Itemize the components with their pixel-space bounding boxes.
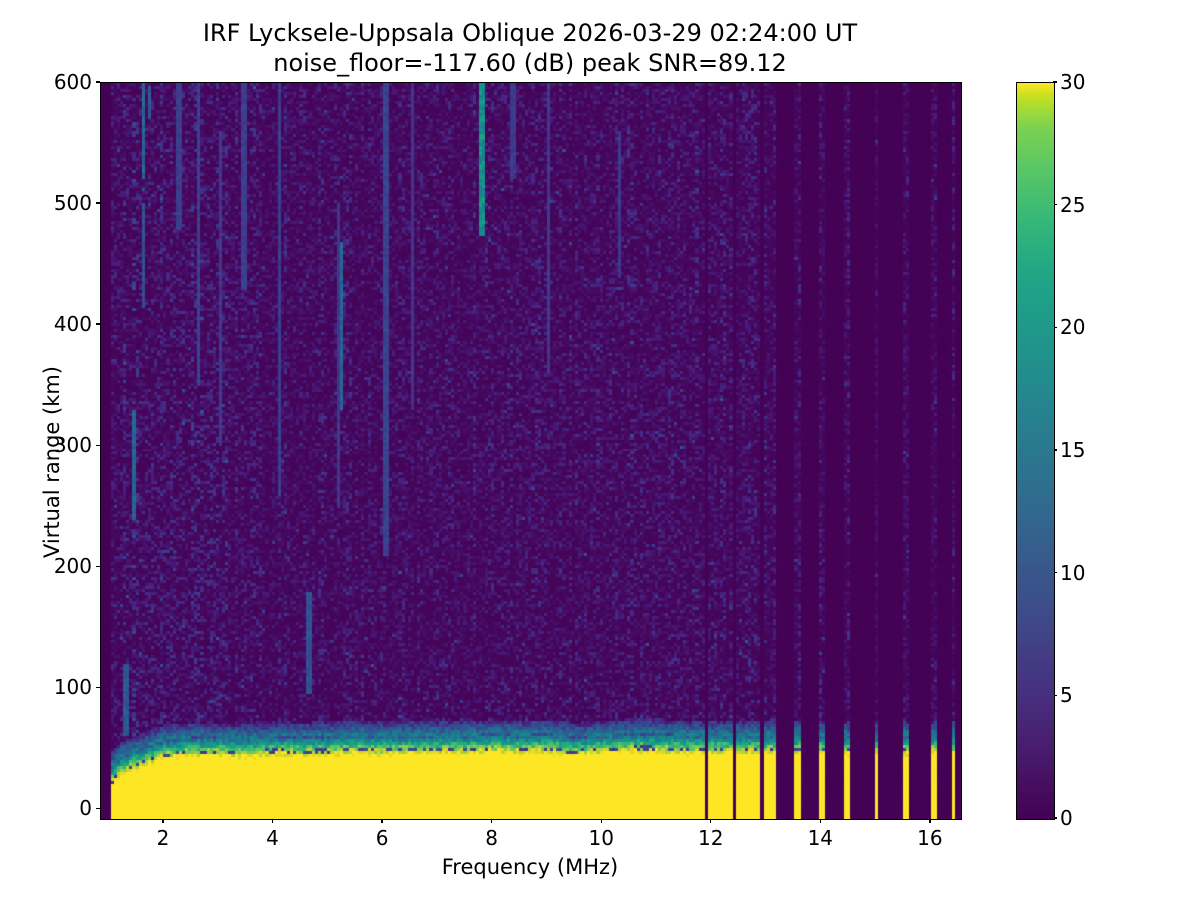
colorbar-tick-mark xyxy=(1053,326,1057,328)
y-tick-mark xyxy=(96,807,100,809)
x-tick-label: 16 xyxy=(917,826,943,850)
x-tick-mark xyxy=(381,819,383,823)
y-tick-mark xyxy=(96,81,100,83)
x-tick-mark xyxy=(929,819,931,823)
colorbar-tick-mark xyxy=(1053,572,1057,574)
x-axis-label: Frequency (MHz) xyxy=(441,855,619,879)
colorbar-tick-label: 30 xyxy=(1060,70,1086,94)
colorbar-tick-label: 25 xyxy=(1060,192,1086,217)
y-tick-label: 500 xyxy=(53,191,92,216)
x-tick-label: 6 xyxy=(375,826,389,850)
y-tick-mark xyxy=(96,323,100,325)
y-tick-label: 300 xyxy=(53,433,92,458)
x-tick-mark xyxy=(162,819,164,823)
colorbar-tick-mark xyxy=(1053,817,1057,819)
x-tick-label: 12 xyxy=(698,826,724,850)
colorbar-tick-label: 10 xyxy=(1060,560,1086,585)
x-tick-label: 10 xyxy=(588,826,614,850)
x-tick-mark xyxy=(271,819,274,823)
chart-title: IRF Lycksele-Uppsala Oblique 2026-03-29 … xyxy=(100,18,960,78)
y-axis-label: Virtual range (km) xyxy=(40,365,64,559)
colorbar-tick-mark xyxy=(1053,694,1057,696)
colorbar-tick-label: 5 xyxy=(1060,683,1073,708)
colorbar-tick-mark xyxy=(1053,81,1057,83)
colorbar-gradient xyxy=(1017,83,1054,819)
y-tick-label: 0 xyxy=(79,796,92,821)
y-tick-label: 200 xyxy=(53,554,92,579)
chart-title-line-1: IRF Lycksele-Uppsala Oblique 2026-03-29 … xyxy=(202,19,858,47)
y-tick-label: 400 xyxy=(53,312,92,337)
y-tick-mark xyxy=(96,686,100,688)
x-tick-label: 14 xyxy=(807,826,834,850)
x-tick-label: 4 xyxy=(266,826,279,850)
chart-title-line-2: noise_floor=-117.60 (dB) peak SNR=89.12 xyxy=(273,49,787,77)
colorbar-tick-label: 20 xyxy=(1060,315,1086,340)
y-tick-mark xyxy=(96,565,100,567)
x-tick-mark xyxy=(600,819,602,823)
y-tick-mark xyxy=(96,202,100,204)
ionogram-plot-area xyxy=(100,82,962,820)
colorbar-tick-mark xyxy=(1053,449,1057,451)
colorbar-tick-mark xyxy=(1053,204,1057,206)
colorbar-tick-label: 15 xyxy=(1060,438,1086,462)
x-tick-label: 2 xyxy=(156,826,170,850)
x-tick-mark xyxy=(710,819,712,823)
y-tick-mark xyxy=(96,444,100,446)
y-tick-label: 600 xyxy=(53,70,92,94)
colorbar-tick-label: 0 xyxy=(1060,806,1073,830)
ionogram-heatmap xyxy=(101,83,961,819)
x-tick-mark xyxy=(819,819,821,823)
y-tick-label: 100 xyxy=(53,675,92,700)
snr-colorbar xyxy=(1016,82,1055,820)
x-tick-label: 8 xyxy=(485,826,499,850)
x-tick-mark xyxy=(491,819,493,823)
